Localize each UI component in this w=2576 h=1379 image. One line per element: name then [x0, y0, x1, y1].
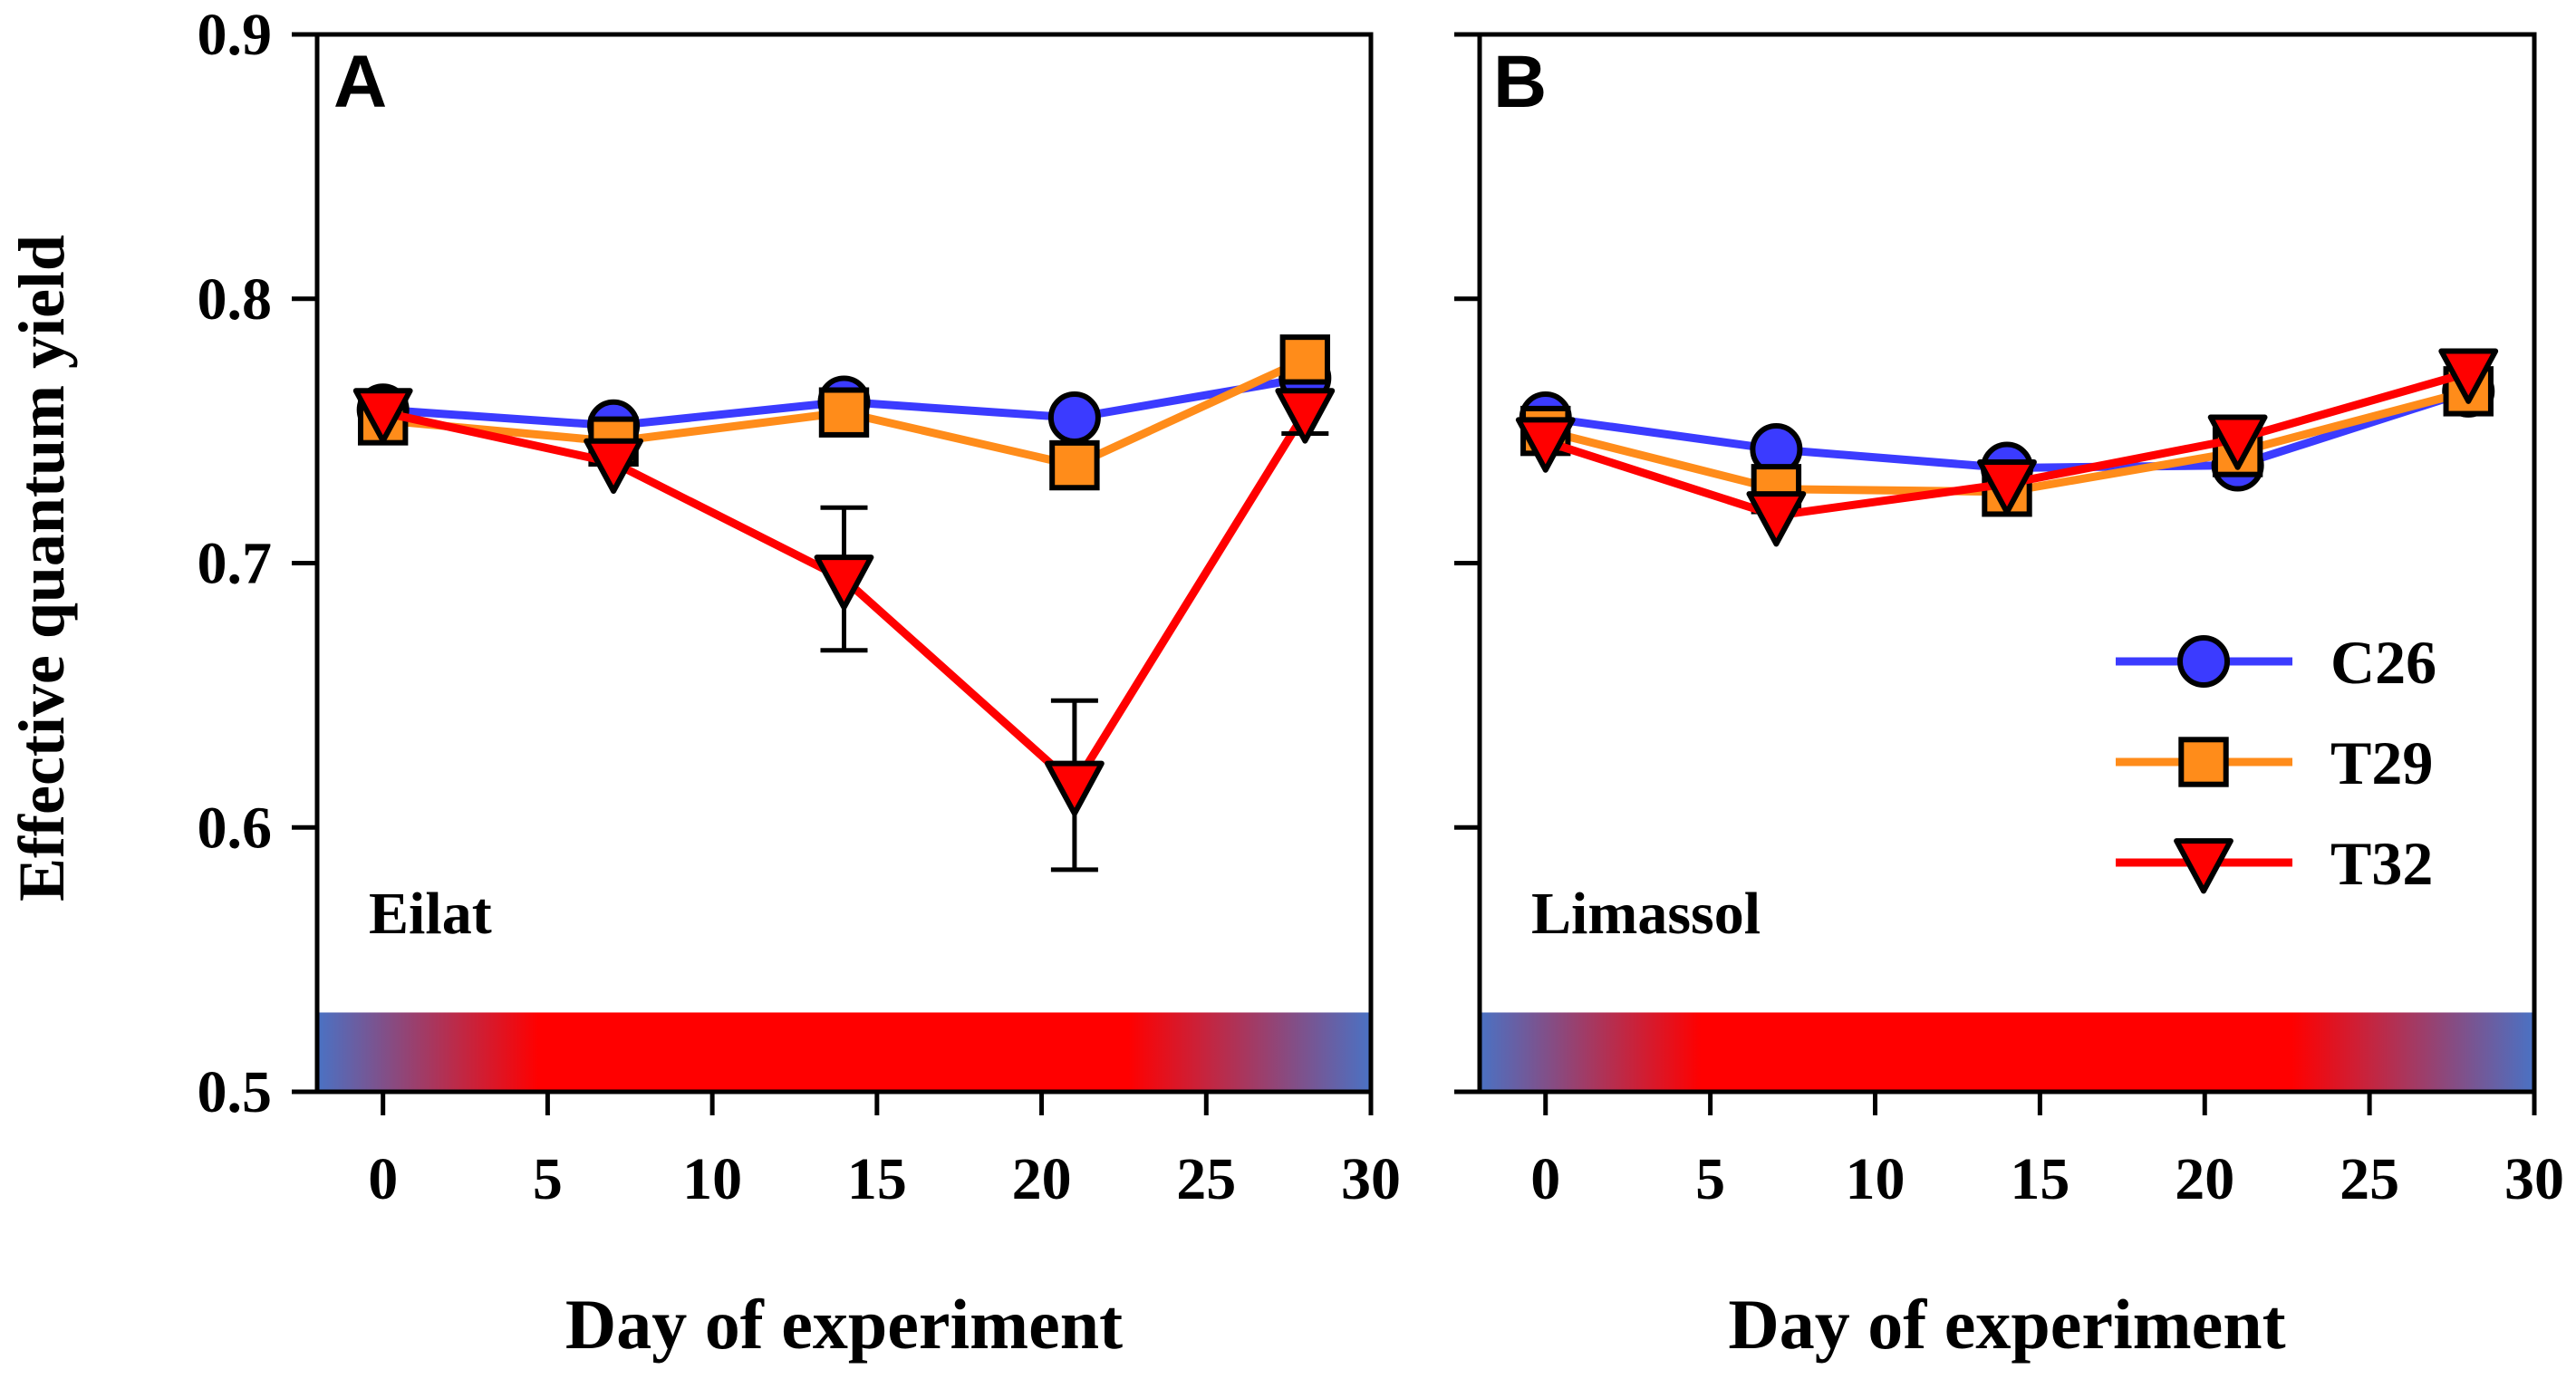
data-point-t32	[814, 554, 874, 611]
series-t32	[1515, 348, 2499, 547]
x-tick-label: 20	[2175, 1146, 2234, 1212]
data-point-t32	[1515, 417, 1576, 473]
site-label: Eilat	[369, 881, 492, 947]
data-point-t29	[1279, 334, 1331, 385]
legend: C26 T29 T32	[2116, 628, 2436, 898]
data-point-t32	[352, 388, 413, 444]
legend-marker-c26	[2177, 635, 2230, 688]
x-tick-label: 0	[1530, 1146, 1560, 1212]
x-tick-label: 5	[1695, 1146, 1725, 1212]
data-point-t32	[1746, 491, 1807, 547]
series-t29	[357, 334, 1331, 491]
data-point-t32	[1045, 760, 1105, 816]
panel-letter: B	[1493, 41, 1547, 123]
x-tick-label: 30	[2504, 1146, 2564, 1212]
data-point-t29	[818, 387, 870, 438]
y-tick-label: 0.6	[198, 795, 273, 861]
legend-marker-t29	[2178, 737, 2229, 787]
temperature-bar	[317, 1012, 1371, 1092]
data-point-t32	[2207, 414, 2268, 470]
x-tick-label: 30	[1341, 1146, 1401, 1212]
legend-marker-t32	[2174, 838, 2233, 894]
panel-b: 0 5 10 15 20 25 30 Day of experiment B Limassol	[1454, 32, 2564, 1364]
x-tick-label: 25	[1176, 1146, 1236, 1212]
y-tick-label: 0.7	[198, 531, 273, 597]
legend-label-t32: T32	[2330, 829, 2433, 898]
data-point-t32	[1275, 388, 1336, 444]
site-label: Limassol	[1531, 881, 1761, 947]
x-axis-title: Day of experiment	[1728, 1285, 2285, 1364]
x-tick-label: 10	[682, 1146, 742, 1212]
data-point-t32	[1977, 459, 2037, 516]
x-tick-label: 15	[847, 1146, 907, 1212]
x-axis-title: Day of experiment	[565, 1285, 1123, 1364]
x-tick-label: 25	[2340, 1146, 2399, 1212]
y-tick-label: 0.9	[198, 2, 273, 68]
x-tick-label: 15	[2010, 1146, 2069, 1212]
x-tick-label: 5	[533, 1146, 563, 1212]
panel-a: 0.5 0.6 0.7 0.8 0.9 0 5 10 15 20 25 30 Day of experi…	[198, 2, 1402, 1364]
x-tick-label: 20	[1012, 1146, 1072, 1212]
data-point-t29	[1049, 439, 1100, 491]
y-axis-title: Effective quantum yield	[5, 235, 78, 902]
temperature-bar	[1480, 1012, 2534, 1092]
data-point-t32	[584, 438, 643, 495]
data-point-t32	[2438, 348, 2499, 404]
legend-label-c26: C26	[2330, 628, 2436, 697]
y-tick-label: 0.5	[198, 1059, 273, 1125]
panel-letter: A	[333, 41, 387, 123]
data-point-c26	[1047, 391, 1101, 445]
x-tick-label: 10	[1846, 1146, 1905, 1212]
x-tick-label: 0	[368, 1146, 398, 1212]
y-tick-label: 0.8	[198, 266, 273, 333]
series-t32	[352, 388, 1336, 873]
legend-label-t29: T29	[2330, 728, 2433, 797]
